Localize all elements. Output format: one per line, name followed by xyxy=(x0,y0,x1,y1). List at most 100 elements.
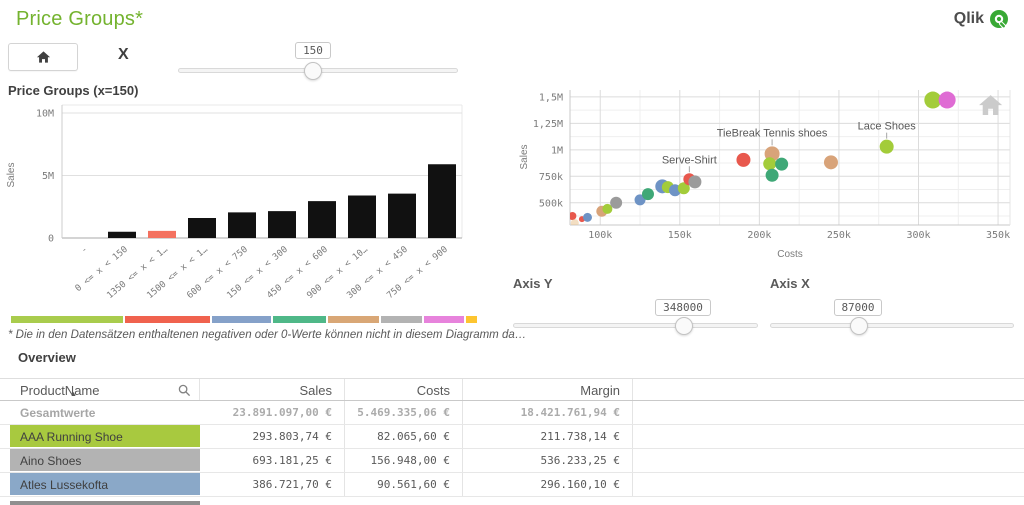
scatter-point[interactable] xyxy=(610,196,623,209)
bar[interactable] xyxy=(228,212,256,238)
scatter-point-label: Lace Shoes xyxy=(858,121,917,133)
x-filter-label: X xyxy=(118,46,129,63)
sales-cell[interactable]: 23.891.097,00 € xyxy=(200,401,345,424)
axis-y-slider-handle[interactable] xyxy=(675,317,693,335)
scatter-point[interactable] xyxy=(736,152,751,167)
product-name-cell[interactable]: Aino Shoes xyxy=(10,449,200,472)
scatter-chart[interactable]: 100k 150k 200k 250k 300k 350k 500k 750k 1M 1,25M 1… xyxy=(515,85,1024,265)
scatter-y-axis-title: Sales xyxy=(519,144,530,169)
x-slider[interactable] xyxy=(178,62,458,80)
bar[interactable] xyxy=(268,211,296,238)
scatter-x-tick-label: 200k xyxy=(747,230,771,241)
bar[interactable] xyxy=(108,231,136,238)
scatter-point[interactable] xyxy=(763,157,777,171)
page-title: Price Groups* xyxy=(16,8,144,30)
x-slider-handle[interactable] xyxy=(304,62,322,80)
margin-cell[interactable]: 211.738,14 € xyxy=(463,425,633,448)
axis-y-slider[interactable] xyxy=(513,317,758,335)
bar[interactable] xyxy=(348,195,376,239)
chart-scrollbar-segment[interactable] xyxy=(381,316,422,323)
chart-scrollbar-segment[interactable] xyxy=(424,316,464,323)
table-row[interactable]: AAA Running Shoe 293.803,74 €82.065,60 €2… xyxy=(0,425,1024,449)
scatter-point[interactable] xyxy=(688,175,702,189)
scatter-point-label: Serve-Shirt xyxy=(662,154,717,166)
column-header-label: ProductName xyxy=(20,383,100,398)
bar-y-axis-title: Sales xyxy=(6,162,17,187)
margin-cell[interactable]: 18.421.761,94 € xyxy=(463,401,633,424)
bar-chart-title: Price Groups (x=150) xyxy=(8,83,139,98)
margin-cell[interactable]: 296.160,10 € xyxy=(463,473,633,496)
scatter-home-icon[interactable] xyxy=(979,95,1003,116)
scatter-x-tick-label: 350k xyxy=(986,230,1010,241)
overview-title: Overview xyxy=(18,350,76,365)
scatter-point[interactable] xyxy=(677,182,690,195)
axis-x-slider-handle[interactable] xyxy=(850,317,868,335)
bar[interactable] xyxy=(388,193,416,238)
costs-cell[interactable]: 156.948,00 € xyxy=(345,449,463,472)
column-header-sales[interactable]: Sales xyxy=(200,379,345,400)
bar-y-tick-label: 0 xyxy=(48,234,54,245)
scatter-point[interactable] xyxy=(602,203,613,214)
scatter-point[interactable] xyxy=(879,139,894,154)
margin-cell[interactable]: 536.233,25 € xyxy=(463,449,633,472)
bar-y-tick-label: 5M xyxy=(42,171,54,182)
axis-y-label: Axis Y xyxy=(513,276,553,291)
scatter-point[interactable] xyxy=(938,91,956,109)
scatter-point[interactable] xyxy=(641,188,654,201)
table-row-partial[interactable] xyxy=(0,501,1024,505)
scatter-point[interactable] xyxy=(583,212,593,222)
scatter-x-tick-label: 100k xyxy=(588,230,612,241)
scatter-point[interactable] xyxy=(823,155,838,170)
scatter-y-tick-label: 500k xyxy=(539,198,563,209)
scatter-y-tick-label: 1,25M xyxy=(533,119,563,130)
costs-cell[interactable]: 5.469.335,06 € xyxy=(345,401,463,424)
scatter-point-label: TieBreak Tennis shoes xyxy=(717,127,828,139)
costs-cell[interactable]: 90.561,60 € xyxy=(345,473,463,496)
scatter-point[interactable] xyxy=(570,219,579,227)
sales-cell[interactable]: 293.803,74 € xyxy=(200,425,345,448)
table-header-row: ProductName ▲ Sales Costs Margin xyxy=(0,378,1024,401)
bar[interactable] xyxy=(428,164,456,238)
axis-x-label: Axis X xyxy=(770,276,810,291)
bar[interactable] xyxy=(308,201,336,238)
column-header-productname[interactable]: ProductName ▲ xyxy=(10,379,200,400)
x-slider-value: 150 xyxy=(295,42,331,59)
sales-cell[interactable]: 693.181,25 € xyxy=(200,449,345,472)
product-name-cell[interactable]: AAA Running Shoe xyxy=(10,425,200,448)
home-icon xyxy=(36,51,50,63)
bar[interactable] xyxy=(148,230,176,238)
chart-scrollbar-segment[interactable] xyxy=(212,316,271,323)
scatter-point[interactable] xyxy=(924,91,942,109)
table-row[interactable]: Aino Shoes 693.181,25 €156.948,00 €536.23… xyxy=(0,449,1024,473)
scatter-point[interactable] xyxy=(775,157,789,171)
scatter-point[interactable] xyxy=(765,168,779,182)
chart-scrollbar-segment[interactable] xyxy=(11,316,123,323)
chart-scrollbar[interactable] xyxy=(11,316,477,323)
chart-scrollbar-segment[interactable] xyxy=(466,316,477,323)
chart-scrollbar-segment[interactable] xyxy=(328,316,379,323)
axis-x-slider[interactable] xyxy=(770,317,1014,335)
product-name-cell[interactable] xyxy=(10,501,200,505)
product-name-cell[interactable]: Gesamtwerte xyxy=(10,401,200,424)
scatter-x-axis-title: Costs xyxy=(777,249,803,260)
costs-cell[interactable]: 82.065,60 € xyxy=(345,425,463,448)
sales-cell[interactable]: 386.721,70 € xyxy=(200,473,345,496)
home-button[interactable] xyxy=(8,43,78,71)
product-name-cell[interactable]: Atles Lussekofta xyxy=(10,473,200,496)
axis-y-slider-value: 348000 xyxy=(655,299,711,316)
table-row[interactable]: Atles Lussekofta 386.721,70 €90.561,60 €2… xyxy=(0,473,1024,497)
scatter-point[interactable] xyxy=(634,194,646,206)
column-header-margin[interactable]: Margin xyxy=(463,379,633,400)
scatter-point[interactable] xyxy=(568,212,577,220)
search-icon[interactable] xyxy=(178,384,191,397)
scatter-y-tick-label: 750k xyxy=(539,172,563,183)
table-row[interactable]: Gesamtwerte 23.891.097,00 €5.469.335,06 €… xyxy=(0,401,1024,425)
scatter-y-tick-label: 1,5M xyxy=(539,92,563,103)
column-header-costs[interactable]: Costs xyxy=(345,379,463,400)
chart-scrollbar-segment[interactable] xyxy=(273,316,326,323)
bar[interactable] xyxy=(188,218,216,238)
bar-y-tick-label: 10M xyxy=(36,109,54,120)
chart-scrollbar-segment[interactable] xyxy=(125,316,210,323)
